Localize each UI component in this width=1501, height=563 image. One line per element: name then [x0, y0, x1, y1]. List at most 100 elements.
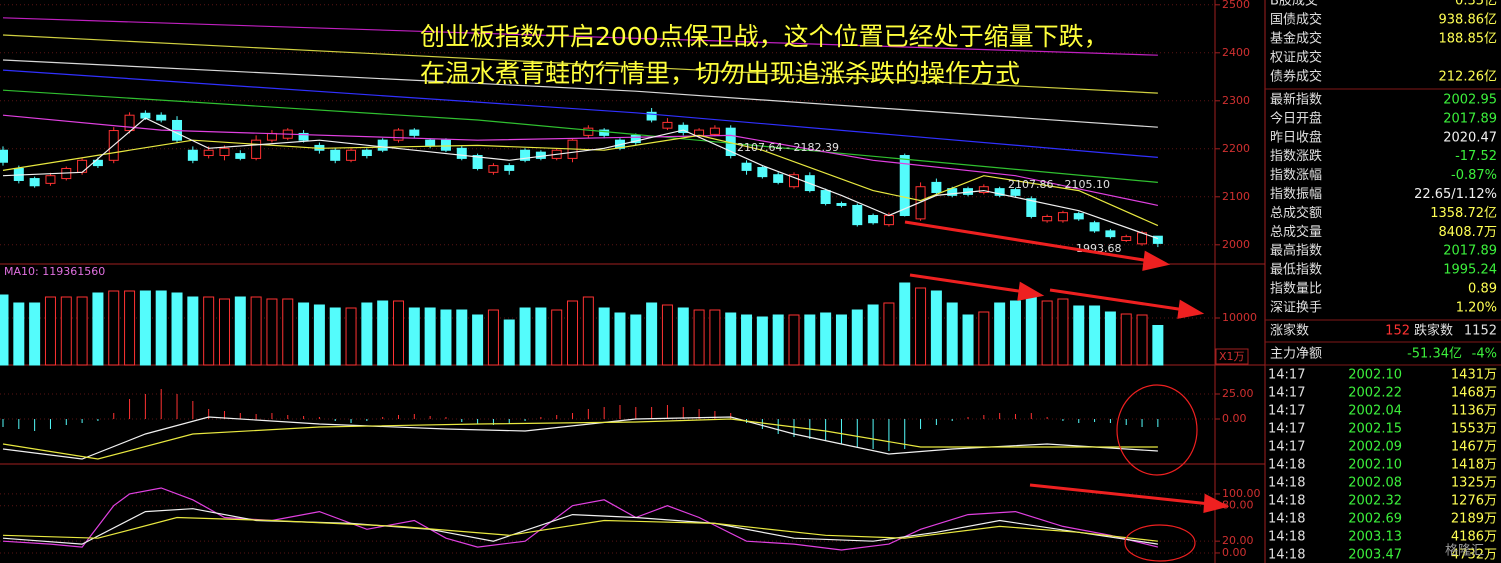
volume-bar	[282, 298, 294, 366]
candle-body	[456, 147, 467, 159]
tick-price: 2002.08	[1348, 476, 1402, 491]
y-tick-label: 2200	[1222, 142, 1250, 155]
highlight-circle	[1116, 384, 1198, 476]
range-annotation: 2107.86 - 2105.10	[1008, 178, 1110, 191]
volume-bar	[124, 290, 136, 366]
candle-body	[29, 178, 40, 187]
row-value: 1358.72亿	[1430, 206, 1497, 221]
candle-body	[899, 155, 910, 217]
tick-time: 14:18	[1268, 494, 1305, 509]
y-tick-label: 2500	[1222, 0, 1250, 11]
row-label: B股成交	[1270, 0, 1318, 9]
candle-body	[694, 129, 705, 136]
candle-body	[187, 149, 198, 161]
tick-price: 2002.10	[1348, 368, 1402, 383]
volume-bar	[614, 312, 626, 366]
volume-bar	[377, 300, 389, 366]
volume-bar	[567, 300, 579, 366]
arrow-head	[1177, 299, 1205, 319]
y-tick-label: 80.00	[1222, 499, 1254, 512]
row-label: 最低指数	[1270, 263, 1322, 278]
tick-price: 2002.69	[1348, 512, 1402, 527]
candle-body	[1042, 215, 1053, 222]
row-label: 昨日收盘	[1270, 129, 1322, 145]
volume-bar	[756, 316, 768, 366]
tick-time: 14:17	[1268, 404, 1305, 419]
tick-volume: 2189万	[1451, 512, 1497, 527]
volume-bar	[962, 314, 974, 366]
volume-bar	[76, 296, 88, 366]
candle-body	[266, 132, 277, 141]
tick-volume: 1431万	[1451, 368, 1497, 383]
volume-bar	[155, 290, 167, 366]
candle-body	[425, 139, 436, 146]
candle-body	[789, 174, 799, 188]
caption-line: 创业板指数开启2000点保卫战，这个位置已经处于缩量下跌，	[420, 22, 1109, 51]
volume-bar	[1120, 313, 1132, 366]
candle-body	[599, 129, 610, 136]
y-tick-label: 25.00	[1222, 387, 1254, 400]
candle-body	[361, 149, 372, 157]
row-value: 1995.24	[1443, 263, 1497, 278]
candle-body	[251, 139, 262, 159]
volume-bar	[345, 307, 357, 366]
row-label: 国债成交	[1270, 12, 1322, 28]
volume-bar	[187, 296, 199, 366]
volume-bar	[978, 311, 990, 366]
volume-bar	[1104, 311, 1116, 366]
candle-body	[757, 167, 768, 178]
candle-body	[994, 188, 1005, 196]
candle-body	[156, 114, 167, 121]
tick-price: 2002.10	[1348, 458, 1402, 473]
tick-volume: 1553万	[1451, 422, 1497, 437]
volume-bar	[551, 309, 563, 366]
tick-time: 14:18	[1268, 476, 1305, 491]
candle-body	[346, 149, 357, 161]
tick-volume: 1418万	[1451, 458, 1497, 473]
candle-body	[1026, 198, 1037, 217]
tick-volume: 4186万	[1451, 530, 1497, 545]
candle-body	[235, 153, 246, 159]
breadth-label: 涨家数	[1270, 323, 1309, 339]
row-value: 938.86亿	[1439, 13, 1498, 28]
volume-bar	[598, 307, 610, 366]
volume-bar	[298, 302, 310, 366]
volume-bar	[1009, 300, 1021, 366]
row-label: 指数涨幅	[1270, 168, 1322, 183]
volume-bar	[29, 302, 41, 366]
indicator-line	[2, 114, 1159, 206]
row-value: 2017.89	[1443, 111, 1497, 126]
volume-bar	[915, 287, 927, 366]
candle-body	[868, 215, 879, 224]
volume-bar	[424, 307, 436, 366]
volume-bar	[899, 282, 911, 366]
volume-bar	[13, 302, 25, 366]
volume-bar	[361, 302, 373, 366]
caption-line: 在温水煮青蛙的行情里，切勿出现追涨杀跌的操作方式	[420, 59, 1020, 88]
candle-body	[852, 204, 863, 226]
candle-body	[77, 159, 88, 173]
candle-body	[45, 175, 56, 184]
highlight-circle	[1124, 524, 1196, 562]
candle-body	[709, 127, 720, 135]
volume-bar	[440, 309, 452, 366]
candle-body	[630, 134, 641, 144]
tick-volume: 1136万	[1451, 404, 1497, 419]
y-tick-label: 2400	[1222, 46, 1250, 59]
candle-body	[820, 190, 831, 205]
candle-body	[472, 155, 483, 169]
candle-body	[219, 147, 230, 157]
arrow-head	[1017, 281, 1045, 301]
plot-area: 2000 2100 2200 2300 2400 2500 10000 25.00 0.00 10…	[0, 0, 1261, 559]
volume-bar	[1073, 305, 1085, 366]
volume-bar	[456, 309, 468, 366]
volume-bar	[930, 290, 942, 366]
candle-body	[931, 181, 942, 193]
volume-bar	[60, 296, 72, 366]
volume-bar	[487, 309, 499, 366]
volume-bar	[92, 292, 104, 366]
volume-bar	[1152, 324, 1164, 366]
